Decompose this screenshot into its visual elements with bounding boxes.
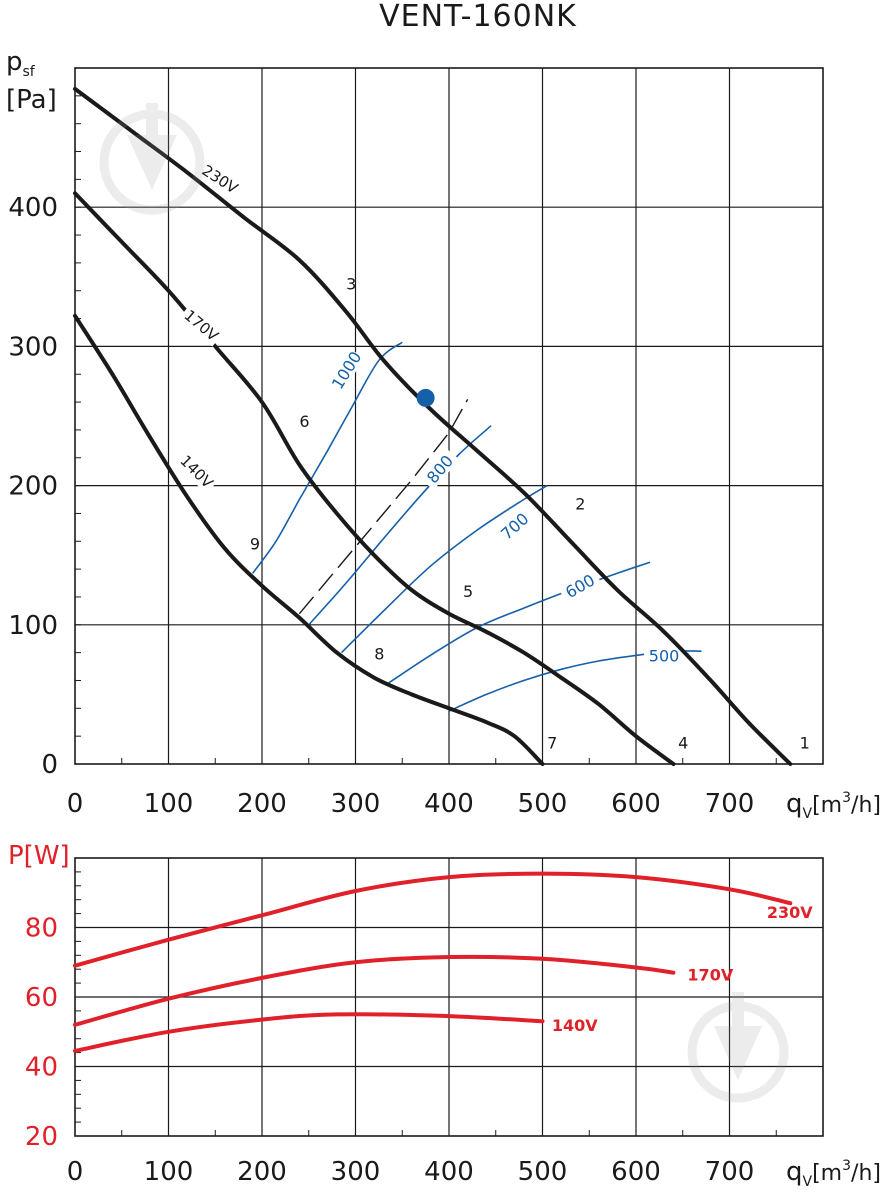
x-tick-label: 100 (144, 1157, 194, 1187)
rpm-line-1000 (253, 342, 403, 573)
x-tick-label: 700 (705, 1157, 755, 1187)
x-tick-label: 300 (331, 1157, 381, 1187)
y-tick-label: 80 (25, 914, 58, 944)
power-series-label: 170V (687, 965, 733, 984)
x-tick-label: 700 (705, 789, 755, 819)
point-label: 2 (575, 494, 585, 513)
x-tick-label: 200 (237, 789, 287, 819)
y-axis-unit-pa: [Pa] (6, 85, 57, 115)
pressure-curve-chart: 0 100 200 300 400 500 600 700 0 100 200 300 400 1000… (6, 47, 881, 822)
x-tick-label: 0 (67, 1157, 84, 1187)
point-label: 8 (374, 645, 384, 664)
operating-point-marker (417, 389, 435, 407)
x-tick-label: 600 (611, 1157, 661, 1187)
power-series-label: 230V (767, 903, 813, 922)
point-label: 3 (346, 274, 356, 293)
point-label: 6 (299, 412, 309, 431)
x-tick-label: 500 (518, 1157, 568, 1187)
point-label: 5 (463, 582, 473, 601)
y-tick-label: 400 (8, 193, 58, 223)
point-label: 4 (678, 734, 688, 753)
y-tick-label: 40 (25, 1053, 58, 1083)
x-tick-label: 400 (424, 1157, 474, 1187)
x-tick-label: 0 (67, 789, 84, 819)
power-curve-chart: 0 100 200 300 400 500 600 700 20 40 60 80 230V 170V 1… (8, 841, 881, 1190)
point-label: 1 (800, 734, 810, 753)
power-tick-labels: 0 100 200 300 400 500 600 700 20 40 60 80 (25, 914, 754, 1188)
x-axis-label-top: qV[m3/h] (786, 789, 881, 822)
x-tick-label: 600 (611, 789, 661, 819)
x-tick-label: 300 (331, 789, 381, 819)
power-curve-140V (75, 1014, 543, 1051)
point-label: 9 (250, 535, 260, 554)
y-tick-label: 300 (8, 332, 58, 362)
power-curve-230V (75, 874, 790, 966)
pressure-curve-140V (75, 316, 543, 764)
x-tick-label: 200 (237, 1157, 287, 1187)
x-tick-label: 100 (144, 789, 194, 819)
dashed-system-line (299, 399, 467, 613)
fan-performance-chart: VENT-160NK 0 100 200 300 400 500 600 7000100200… (0, 0, 893, 1192)
y-tick-label: 60 (25, 983, 58, 1013)
point-label: 7 (547, 734, 557, 753)
y-tick-label: 0 (41, 750, 58, 780)
y-tick-label: 200 (8, 472, 58, 502)
y-axis-label-p: psf (6, 47, 36, 80)
chart-title: VENT-160NK (379, 0, 577, 34)
x-axis-label-bottom: qV[m3/h] (786, 1157, 881, 1190)
y-tick-label: 100 (8, 611, 58, 641)
y-tick-label: 20 (25, 1122, 58, 1152)
x-tick-label: 500 (518, 789, 568, 819)
rpm-line-600 (388, 562, 650, 683)
rpm-label: 500 (649, 646, 680, 665)
pressure-tick-labels: 0 100 200 300 400 500 600 700 0 100 200 300 400 (8, 193, 754, 819)
watermark-icon (692, 992, 784, 1098)
x-tick-label: 400 (424, 789, 474, 819)
power-series-label: 140V (552, 1016, 598, 1035)
y-axis-label-power: P[W] (8, 841, 70, 871)
